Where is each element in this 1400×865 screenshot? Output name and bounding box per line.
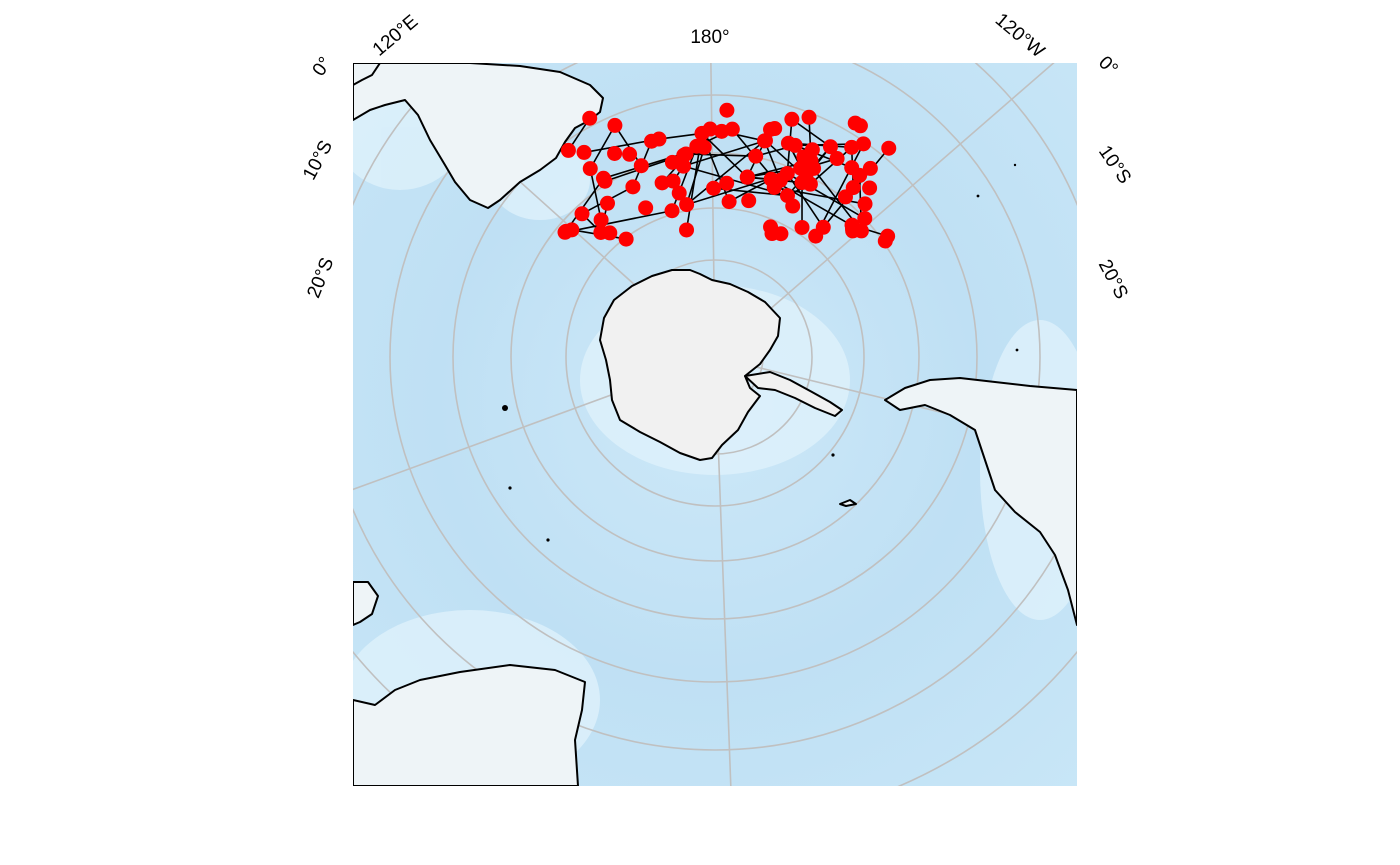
track-link xyxy=(786,173,824,228)
track-point xyxy=(785,198,801,214)
lat-label-right-20: 20°S xyxy=(1094,256,1132,302)
south-georgia xyxy=(839,499,857,507)
track-point xyxy=(772,172,788,188)
antarctic-peninsula xyxy=(744,371,843,417)
track-link xyxy=(589,125,616,169)
track-point xyxy=(757,133,773,149)
track-point xyxy=(881,140,897,156)
track-point xyxy=(576,144,592,160)
australia xyxy=(353,63,604,209)
africa xyxy=(353,664,586,786)
track-point xyxy=(664,203,680,219)
track-point xyxy=(784,111,800,127)
track-point xyxy=(595,170,611,186)
south-america xyxy=(884,377,1077,626)
lat-label-left-0: 0° xyxy=(309,53,337,80)
track-point xyxy=(676,147,692,163)
track-point xyxy=(844,160,860,176)
track-point xyxy=(644,133,660,149)
lon-label-120w: 120°W xyxy=(991,9,1048,62)
track-point xyxy=(593,224,609,240)
track-points xyxy=(557,102,897,249)
madagascar xyxy=(353,581,379,626)
track-point xyxy=(638,200,654,216)
track-point xyxy=(780,135,796,151)
track-point xyxy=(793,160,809,176)
track-link xyxy=(728,178,772,203)
lon-label-180: 180° xyxy=(690,27,729,48)
track-point xyxy=(564,222,580,238)
track-point xyxy=(706,180,722,196)
track-point xyxy=(574,206,590,222)
track-point xyxy=(599,195,615,211)
track-point xyxy=(593,212,609,228)
track-point xyxy=(719,102,735,118)
track-point xyxy=(654,175,670,191)
track-point xyxy=(857,210,873,226)
track-point xyxy=(801,109,817,125)
track-point xyxy=(739,169,755,185)
track-point xyxy=(767,121,783,137)
lat-label-right-0: 0° xyxy=(1094,52,1122,80)
track-point xyxy=(822,139,838,155)
track-point xyxy=(829,151,845,167)
track-point xyxy=(622,146,638,162)
track-point xyxy=(607,117,623,133)
track-link xyxy=(791,118,831,148)
lat-label-left-10: 10°S xyxy=(299,137,337,183)
track-point xyxy=(845,180,861,196)
track-point xyxy=(625,179,641,195)
lat-label-right-10: 10°S xyxy=(1094,142,1135,188)
track-point xyxy=(862,180,878,196)
track-point xyxy=(844,217,860,233)
track-point xyxy=(844,139,860,155)
track-point xyxy=(855,136,871,152)
new-guinea-strip xyxy=(353,63,381,86)
track-point xyxy=(862,160,878,176)
track-point xyxy=(714,123,730,139)
track-point xyxy=(671,185,687,201)
small-islands xyxy=(502,163,1019,542)
track-point xyxy=(633,158,649,174)
track-point xyxy=(702,121,718,137)
track-point xyxy=(808,228,824,244)
track-point xyxy=(618,231,634,247)
track-point xyxy=(607,145,623,161)
antarctica xyxy=(599,269,781,461)
track-point xyxy=(741,193,757,209)
track-link xyxy=(589,168,602,221)
track-point xyxy=(719,175,735,191)
track-point xyxy=(679,197,695,213)
lat-label-left-20: 20°S xyxy=(303,255,338,301)
track-point xyxy=(560,142,576,158)
track-point xyxy=(664,154,680,170)
track-point xyxy=(794,219,810,235)
track-point xyxy=(877,233,893,249)
track-point xyxy=(582,110,598,126)
track-point xyxy=(679,222,695,238)
track-point xyxy=(847,115,863,131)
track-point xyxy=(857,196,873,212)
track-link xyxy=(614,124,642,167)
track-point xyxy=(582,161,598,177)
track-link xyxy=(564,209,673,234)
track-point xyxy=(721,194,737,210)
track-point xyxy=(763,219,779,235)
track-point xyxy=(748,148,764,164)
track-point xyxy=(689,138,705,154)
track-link xyxy=(809,146,853,185)
coastlines xyxy=(353,63,1077,786)
lon-label-120e: 120°E xyxy=(369,11,422,61)
track-point xyxy=(803,153,819,169)
